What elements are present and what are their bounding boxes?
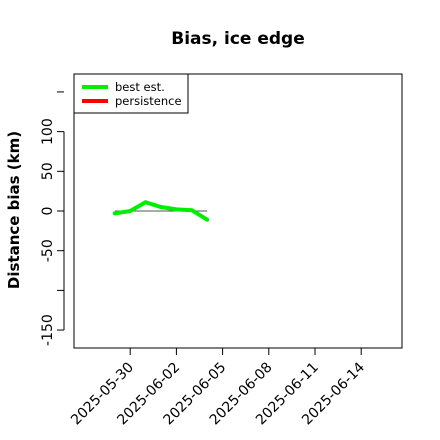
data-point bbox=[205, 217, 210, 222]
legend-box bbox=[73, 73, 189, 114]
y-tick-label: 0 bbox=[40, 207, 56, 216]
data-point bbox=[143, 200, 148, 205]
y-tick-label: -150 bbox=[40, 314, 56, 346]
series-layer bbox=[112, 200, 210, 222]
data-point bbox=[159, 205, 163, 210]
y-axis-label: Distance bias (km) bbox=[5, 131, 23, 289]
data-point bbox=[189, 208, 194, 213]
legend-label-persistence: persistence bbox=[115, 94, 182, 108]
y-tick-label: -50 bbox=[40, 239, 56, 262]
y-tick-label: 100 bbox=[40, 118, 56, 145]
chart-title: Bias, ice edge bbox=[171, 29, 305, 49]
legend-label-best-est: best est. bbox=[115, 80, 165, 94]
legend: best est. persistence bbox=[73, 73, 189, 114]
data-point bbox=[128, 209, 133, 213]
y-axis: -150 -50 0 50 100 bbox=[40, 91, 65, 346]
y-tick-label: 50 bbox=[40, 162, 56, 180]
data-point bbox=[112, 211, 117, 216]
data-point bbox=[174, 207, 179, 212]
x-axis: 2025-05-302025-06-022025-06-052025-06-08… bbox=[68, 347, 368, 428]
